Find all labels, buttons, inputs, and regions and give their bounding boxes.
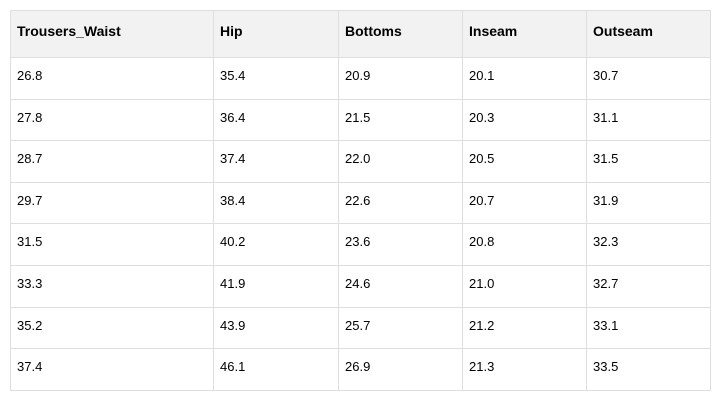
column-header: Bottoms (338, 10, 463, 58)
table-cell: 31.1 (586, 98, 711, 142)
column-header: Outseam (586, 10, 711, 58)
table-cell: 31.9 (586, 181, 711, 225)
table-cell: 36.4 (213, 98, 339, 142)
table-cell: 33.3 (10, 264, 214, 308)
table-cell: 43.9 (213, 306, 339, 350)
table-cell: 32.3 (586, 223, 711, 266)
table-cell: 20.7 (462, 181, 587, 225)
table-cell: 35.2 (10, 306, 214, 350)
table-body: 26.8 35.4 20.9 20.1 30.7 27.8 36.4 21.5 20.3 31.1… (10, 57, 711, 391)
table-cell: 30.7 (586, 57, 711, 100)
table-cell: 41.9 (213, 264, 339, 308)
table-cell: 20.9 (338, 57, 463, 100)
table-cell: 22.6 (338, 181, 463, 225)
table-row: 29.7 38.4 22.6 20.7 31.9 (10, 181, 711, 225)
column-header: Trousers_Waist (10, 10, 214, 58)
table-cell: 26.8 (10, 57, 214, 100)
table-cell: 32.7 (586, 264, 711, 308)
column-header: Inseam (462, 10, 587, 58)
table-cell: 23.6 (338, 223, 463, 266)
table-row: 33.3 41.9 24.6 21.0 32.7 (10, 264, 711, 308)
table-cell: 25.7 (338, 306, 463, 350)
table-cell: 31.5 (586, 140, 711, 183)
table-cell: 37.4 (213, 140, 339, 183)
column-header: Hip (213, 10, 339, 58)
table-cell: 35.4 (213, 57, 339, 100)
table-cell: 38.4 (213, 181, 339, 225)
table-cell: 21.0 (462, 264, 587, 308)
table-cell: 28.7 (10, 140, 214, 183)
table-row: 26.8 35.4 20.9 20.1 30.7 (10, 57, 711, 100)
table-cell: 21.2 (462, 306, 587, 350)
table-cell: 46.1 (213, 348, 339, 391)
data-table: Trousers_Waist Hip Bottoms Inseam Outseam 26… (10, 10, 711, 391)
table-cell: 40.2 (213, 223, 339, 266)
table-cell: 20.3 (462, 98, 587, 142)
table-cell: 31.5 (10, 223, 214, 266)
table-row: 37.4 46.1 26.9 21.3 33.5 (10, 348, 711, 391)
table-row: 27.8 36.4 21.5 20.3 31.1 (10, 98, 711, 142)
table-cell: 21.5 (338, 98, 463, 142)
header-row: Trousers_Waist Hip Bottoms Inseam Outseam (10, 10, 711, 58)
table-cell: 20.5 (462, 140, 587, 183)
table-cell: 26.9 (338, 348, 463, 391)
table-cell: 29.7 (10, 181, 214, 225)
table-cell: 33.5 (586, 348, 711, 391)
table-row: 31.5 40.2 23.6 20.8 32.3 (10, 223, 711, 266)
table-row: 35.2 43.9 25.7 21.2 33.1 (10, 306, 711, 350)
table-cell: 20.8 (462, 223, 587, 266)
table-row: 28.7 37.4 22.0 20.5 31.5 (10, 140, 711, 183)
table-cell: 20.1 (462, 57, 587, 100)
table-cell: 27.8 (10, 98, 214, 142)
table-cell: 33.1 (586, 306, 711, 350)
table-cell: 21.3 (462, 348, 587, 391)
table-cell: 22.0 (338, 140, 463, 183)
table-cell: 37.4 (10, 348, 214, 391)
table-cell: 24.6 (338, 264, 463, 308)
